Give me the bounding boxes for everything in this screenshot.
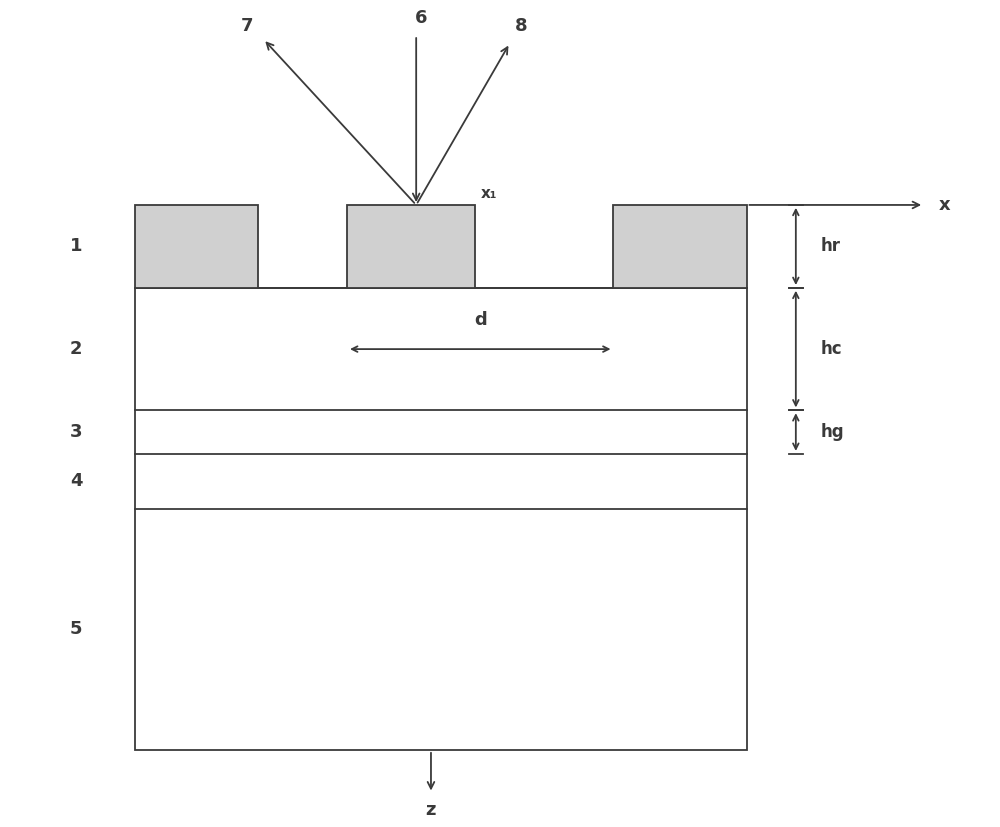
Bar [135,288,747,750]
Text: 6: 6 [415,9,427,27]
Bar [347,205,475,288]
Bar [135,205,258,288]
Text: z: z [426,801,436,820]
Bar [613,205,747,288]
Text: hg: hg [820,423,844,441]
Text: 3: 3 [70,423,82,441]
Text: 1: 1 [70,237,82,256]
Text: 7: 7 [241,17,253,35]
Text: 5: 5 [70,620,82,638]
Text: 4: 4 [70,472,82,490]
Text: d: d [474,311,487,329]
Text: hc: hc [820,340,842,358]
Text: 8: 8 [515,17,527,35]
Text: x: x [939,196,950,214]
Text: 2: 2 [70,340,82,358]
Text: hr: hr [820,237,840,256]
Text: x₁: x₁ [480,186,497,201]
